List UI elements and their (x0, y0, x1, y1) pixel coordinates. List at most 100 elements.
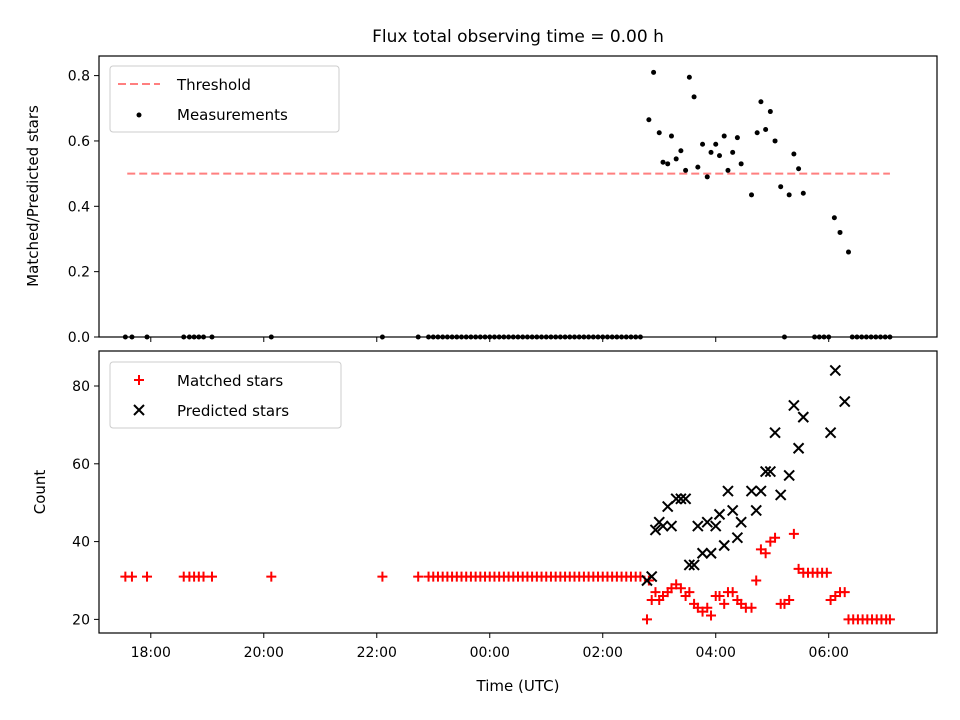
measurement-point (845, 249, 851, 255)
predicted-star-point (722, 485, 734, 497)
predicted-star-point (750, 504, 762, 517)
predicted-star-point (713, 508, 726, 521)
measurement-point (796, 166, 802, 172)
predicted-star-point (829, 364, 842, 377)
predicted-star-point (783, 469, 795, 482)
count-plot-frame (98, 350, 938, 634)
predicted-star-point (670, 493, 682, 505)
matched-star-point (413, 571, 424, 582)
legend-threshold-label: Threshold (176, 76, 251, 94)
predicted-star-point (692, 520, 704, 532)
predicted-star-point (759, 465, 772, 478)
count-y-tick-label: 20 (72, 612, 90, 628)
measurement-point (749, 192, 755, 198)
matched-star-point (821, 567, 832, 578)
x-tick-label: 20:00 (244, 645, 284, 661)
measurement-point (668, 133, 674, 139)
matched-star-point (751, 575, 762, 586)
measurement-point (767, 109, 773, 115)
matched-star-point (142, 571, 153, 582)
matched-star-point (770, 532, 781, 543)
predicted-star-point (769, 426, 781, 439)
matched-star-point (746, 602, 757, 613)
predicted-star-point (718, 539, 730, 552)
matched-star-point (714, 591, 725, 602)
predicted-star-point (745, 485, 758, 497)
measurement-point (791, 151, 797, 157)
ratio-y-tick-label: 0.4 (68, 199, 90, 215)
measurement-point (725, 167, 731, 173)
predicted-star-point (774, 489, 787, 501)
legend-matched-marker (134, 375, 144, 385)
predicted-star-point (726, 504, 739, 517)
matched-star-point (839, 587, 850, 598)
matched-star-point (884, 614, 895, 625)
matched-star-point (719, 598, 730, 609)
ratio-y-tick-label: 0.0 (68, 330, 90, 346)
count-y-tick-label: 40 (72, 535, 90, 551)
measurement-point (786, 192, 792, 198)
matched-star-point (266, 571, 277, 582)
legend-predicted-marker (133, 404, 145, 416)
x-tick-label: 04:00 (696, 645, 736, 661)
measurement-point (660, 159, 666, 165)
x-tick-label: 22:00 (357, 645, 397, 661)
chart-title: Flux total observing time = 0.00 h (372, 27, 664, 47)
measurement-point (678, 148, 684, 154)
matched-star-point (377, 571, 388, 582)
matched-star-point (675, 583, 686, 594)
ratio-legend: Threshold Measurements (109, 65, 340, 133)
legend-measurements-swatch (136, 112, 142, 118)
measurement-point (683, 167, 689, 173)
count-legend-box (109, 361, 342, 429)
matched-star-point (706, 610, 717, 621)
measurement-point (686, 74, 692, 80)
matched-star-point (684, 587, 695, 598)
measurement-point (651, 69, 657, 75)
predicted-star-point (764, 465, 777, 478)
measurement-point (665, 161, 671, 167)
predicted-star-point (675, 493, 687, 505)
ratio-y-tick-label: 0.8 (68, 69, 90, 85)
predicted-star-point (679, 493, 692, 505)
ratio-y-axis-label: Matched/Predicted stars (24, 105, 42, 287)
measurement-point (691, 94, 697, 100)
matched-star-point (727, 587, 738, 598)
ratio-panel: Flux total observing time = 0.00 h 0.0 0.… (24, 27, 938, 346)
legend-measurements-label: Measurements (177, 106, 288, 124)
matched-star-point (198, 571, 209, 582)
x-tick-label: 02:00 (583, 645, 623, 661)
measurement-point (716, 153, 722, 159)
measurement-point (778, 184, 784, 190)
matched-star-point (702, 602, 713, 613)
ratio-plot-marks (122, 69, 893, 340)
predicted-star-point (649, 524, 662, 536)
ratio-y-tick-label: 0.2 (68, 265, 90, 281)
measurement-point (772, 138, 778, 144)
ratio-plot-frame (98, 55, 938, 338)
x-tick-label: 06:00 (809, 645, 849, 661)
ratio-x-ticks (150, 337, 830, 342)
predicted-star-point (696, 547, 709, 559)
measurement-point (800, 190, 806, 196)
measurement-point (721, 133, 727, 139)
measurement-point (837, 229, 843, 235)
measurement-point (754, 130, 760, 136)
measurement-point (758, 99, 764, 105)
predicted-star-point (657, 520, 669, 532)
count-y-tick-label: 60 (72, 457, 90, 473)
legend-matched-label: Matched stars (177, 372, 283, 390)
measurement-point (700, 141, 706, 147)
matched-star-point (126, 571, 137, 582)
legend-predicted-swatch (133, 404, 145, 416)
ratio-legend-box (109, 65, 340, 133)
count-legend: Matched stars Predicted stars (109, 361, 342, 429)
x-tick-label: 00:00 (470, 645, 510, 661)
legend-predicted-label: Predicted stars (177, 402, 289, 420)
measurement-point (646, 117, 652, 123)
predicted-star-point (645, 570, 658, 583)
predicted-star-point (797, 411, 810, 423)
matched-star-point (206, 571, 217, 582)
predicted-star-point (705, 547, 717, 559)
